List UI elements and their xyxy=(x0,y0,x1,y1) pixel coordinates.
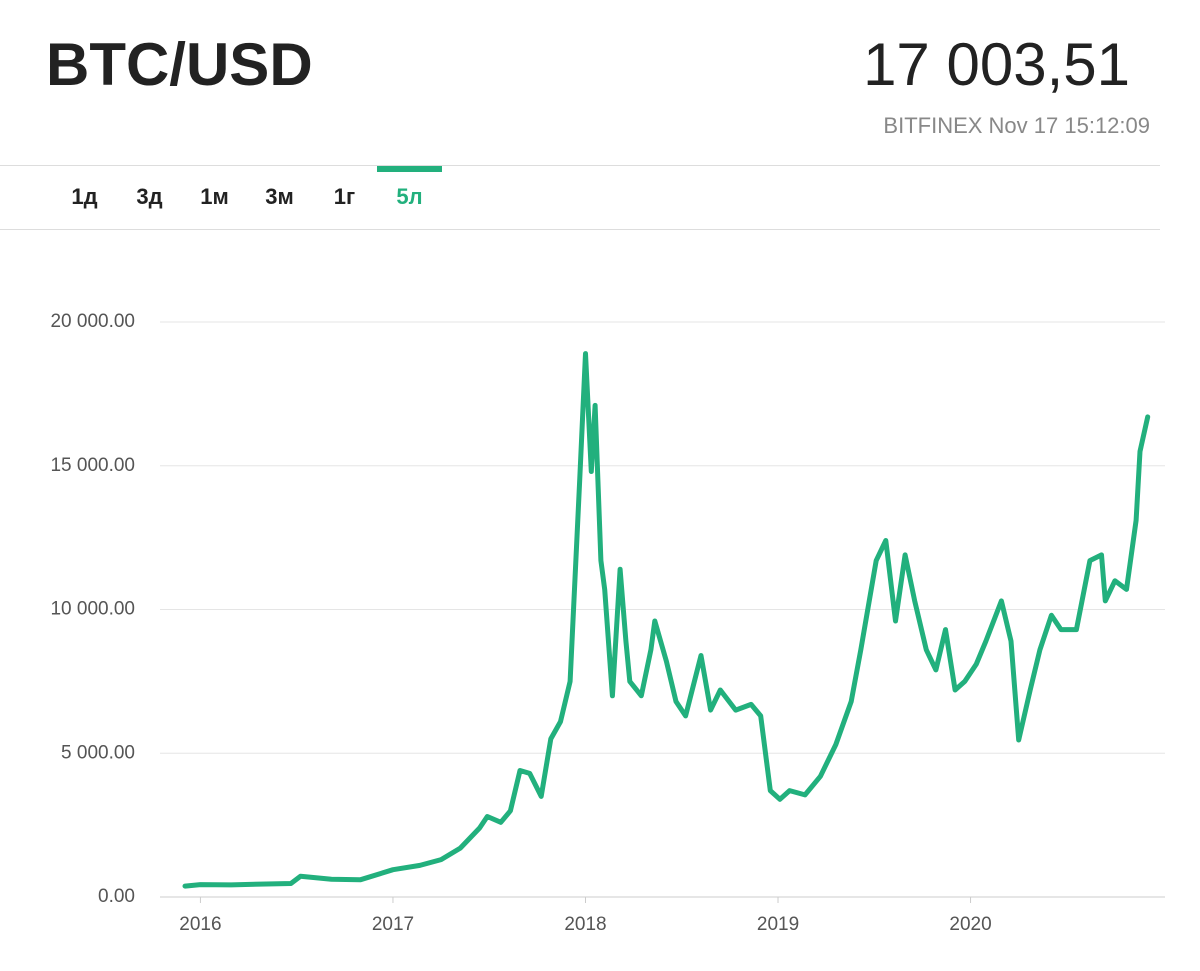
x-tick-label: 2018 xyxy=(564,914,606,935)
price: 17 003,51 xyxy=(863,31,1130,98)
period-tab[interactable]: 3м xyxy=(265,184,294,209)
x-tick-label: 2016 xyxy=(179,914,221,935)
y-tick-label: 20 000.00 xyxy=(50,311,135,332)
quote-source: BITFINEX Nov 17 15:12:09 xyxy=(883,113,1150,138)
x-tick-label: 2019 xyxy=(757,914,799,935)
y-tick-label: 5 000.00 xyxy=(61,742,135,763)
y-tick-label: 0.00 xyxy=(98,886,135,907)
x-tick-label: 2020 xyxy=(949,914,991,935)
price-line xyxy=(182,351,1151,889)
pair-title: BTC/USD xyxy=(46,31,313,98)
period-tabs: 1д 3д 1м 3м 1г 5л xyxy=(52,166,442,228)
divider xyxy=(0,165,1160,166)
period-tab[interactable]: 3д xyxy=(136,184,163,209)
divider xyxy=(0,229,1160,230)
y-tick-label: 15 000.00 xyxy=(50,455,135,476)
period-tab[interactable]: 5л xyxy=(377,166,442,228)
y-tick-label: 10 000.00 xyxy=(50,599,135,620)
period-tab[interactable]: 1м xyxy=(200,184,229,209)
period-tab[interactable]: 1д xyxy=(71,184,98,209)
period-tab[interactable]: 1г xyxy=(333,184,356,209)
x-tick-label: 2017 xyxy=(372,914,414,935)
